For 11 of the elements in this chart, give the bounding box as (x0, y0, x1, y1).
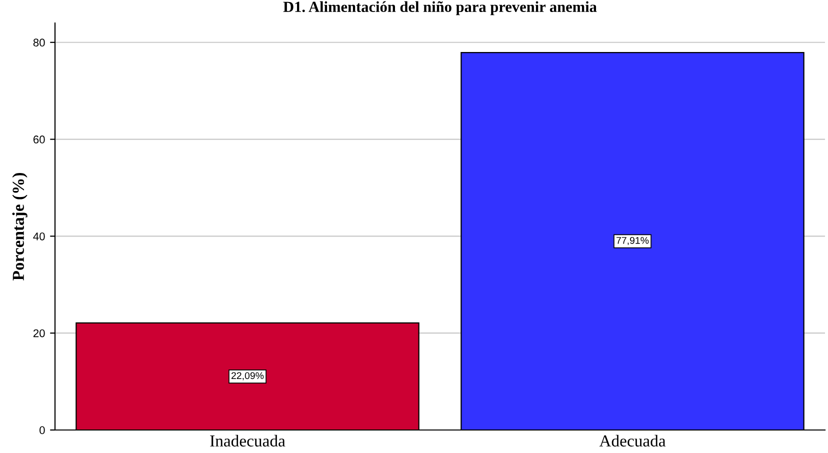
data-label: 77,91% (616, 236, 649, 246)
y-tick-label: 20 (33, 329, 45, 338)
y-tick-label: 40 (33, 232, 45, 240)
data-label: 22,09% (232, 372, 264, 380)
y-axis-title: Porcentaje (%) (12, 173, 28, 280)
y-tick-label: 80 (33, 38, 45, 47)
x-tick-label: Adecuada (599, 434, 666, 447)
chart-title: D1. Alimentación del niño para prevenir anemia (283, 1, 597, 16)
x-tick-label: Inadecuada (210, 434, 286, 447)
y-tick-label: 0 (40, 426, 45, 434)
y-tick-label: 60 (33, 136, 45, 144)
